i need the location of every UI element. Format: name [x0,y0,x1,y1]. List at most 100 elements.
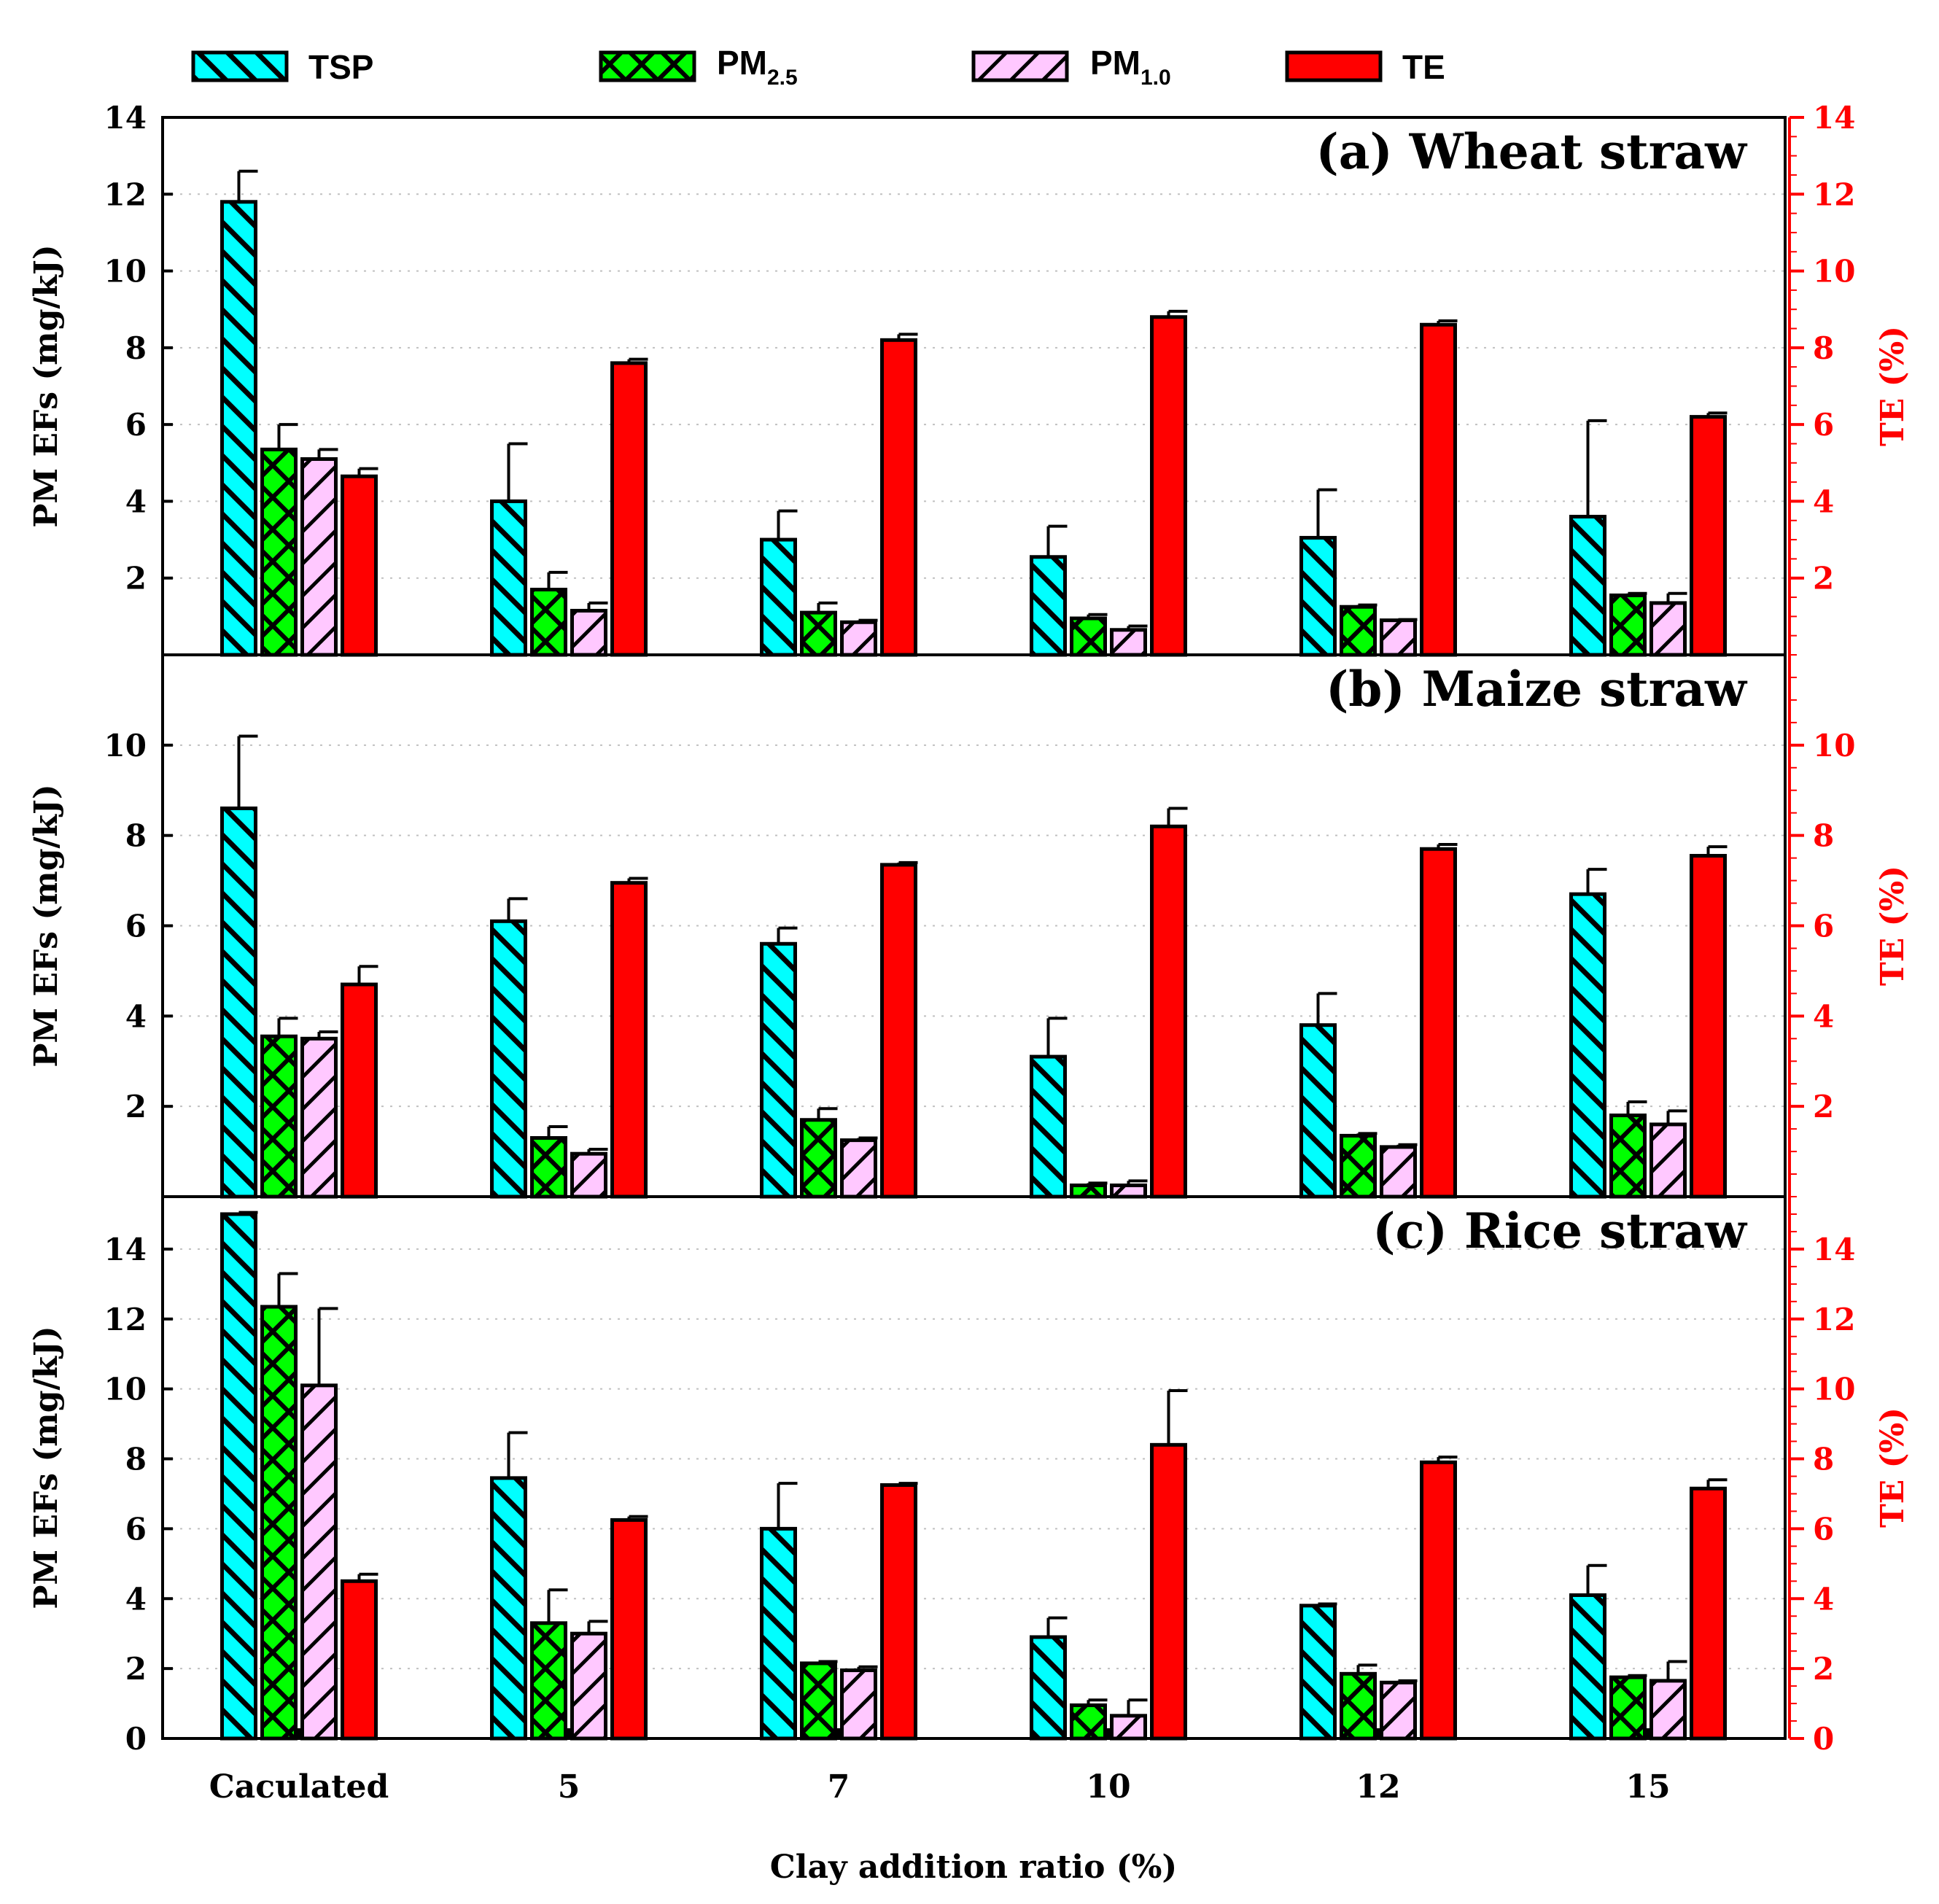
right-tick-label: 10 [1813,1372,1855,1407]
right-tick-label: 4 [1813,483,1834,519]
right-tick-label: 4 [1813,998,1834,1034]
bar-pm10 [1649,1679,1687,1741]
bar-tsp [220,807,257,1199]
bar-tsp [1030,555,1067,657]
legend-label-te: TE [1402,48,1445,86]
bar-tsp [760,537,797,657]
bar-tsp [220,200,257,657]
bar-pm25 [1070,616,1107,657]
left-tick-label: 12 [104,1302,147,1337]
left-tick-label: 6 [125,407,147,443]
bar-pm25 [1070,1184,1107,1199]
bar-te [341,982,378,1199]
bar-tsp [1030,1054,1067,1199]
panels: 2 4 6 8 10 12 14 2 4 6 8 10 12 14 PM EFs (mg/kJ) TE (%)… [28,100,1911,1757]
bar-pm10 [1380,1145,1417,1199]
legend-item-pm25: PM2.5 [599,44,798,90]
bar-pm10 [300,457,338,657]
bar-pm10 [1380,618,1417,657]
left-tick-label: 2 [125,1089,147,1124]
bar-te [610,881,648,1199]
bar-pm10 [1110,1184,1147,1199]
right-tick-label: 8 [1813,818,1834,854]
x-tick-label: Caculated [209,1768,389,1806]
bar-pm25 [530,1136,567,1199]
bar-tsp [490,499,527,657]
x-tick-label: 15 [1625,1768,1670,1806]
bar-tsp [1299,1604,1337,1741]
bar-pm25 [530,1621,567,1741]
legend-label-pm10-main: PM [1090,44,1141,82]
panel-frame [161,1195,1787,1740]
bar-tsp [1569,1593,1606,1741]
bar-pm25 [1340,1671,1377,1741]
left-tick-label: 4 [125,998,147,1034]
left-tick-label: 8 [125,1442,147,1477]
panel-frame [161,116,1787,656]
bar-tsp [760,941,797,1199]
bar-pm10 [570,608,607,657]
x-tick-label: 5 [558,1768,580,1806]
bar-te [1690,415,1727,657]
left-tick-label: 10 [104,728,147,763]
left-tick-label: 14 [104,1232,147,1267]
bar-pm25 [800,610,837,657]
bar-pm25 [1340,1133,1377,1199]
right-tick-label: 4 [1813,1581,1834,1617]
x-tick-label: 7 [828,1768,850,1806]
right-tick-label: 10 [1813,254,1855,290]
bar-tsp [490,1476,527,1741]
right-tick-label: 10 [1813,728,1855,763]
bar-tsp [1299,1023,1337,1199]
bar-pm25 [260,1305,298,1741]
bar-pm10 [840,620,877,657]
legend-label-pm10: PM1.0 [1090,44,1171,90]
bar-te [1420,1460,1457,1741]
bar-pm25 [1609,1114,1647,1199]
bar-pm25 [1609,593,1647,657]
x-axis-categories: Caculated 5 7 10 12 15 [209,1728,1671,1806]
bar-pm25 [1340,605,1377,657]
right-axis-label: TE (%) [1874,866,1911,986]
bar-tsp [760,1526,797,1741]
bar-te [1690,854,1727,1199]
left-tick-label: 8 [125,818,147,854]
bar-tsp [1569,514,1606,657]
panel-0: 2 4 6 8 10 12 14 2 4 6 8 10 12 14 PM EFs (mg/kJ) TE (%)… [28,100,1911,657]
bar-te [341,474,378,657]
left-tick-label: 6 [125,909,147,944]
bar-te [1690,1486,1727,1741]
legend-label-pm10-sub: 1.0 [1141,66,1171,90]
right-axis-label: TE (%) [1874,326,1911,446]
right-tick-label: 12 [1813,1302,1855,1337]
right-tick-label: 6 [1813,407,1834,443]
bar-tsp [1299,535,1337,657]
right-tick-label: 14 [1813,1232,1855,1267]
right-tick-label: 6 [1813,909,1834,944]
legend-item-pm10: PM1.0 [971,44,1171,90]
bar-tsp [220,1212,257,1741]
legend-item-te: TE [1285,48,1445,86]
bar-tsp [1030,1635,1067,1741]
left-axis-label: PM EFs (mg/kJ) [28,1326,65,1609]
left-tick-label: 10 [104,254,147,290]
legend-swatch-pm10 [971,50,1069,82]
bar-pm25 [800,1118,837,1199]
left-tick-label: 2 [125,1651,147,1687]
bar-tsp [1569,892,1606,1199]
bar-pm25 [800,1661,837,1741]
panel-title: (a) Wheat straw [1316,123,1748,180]
bar-te [610,1518,648,1741]
bar-pm25 [1609,1675,1647,1741]
x-tick-label: 10 [1086,1768,1130,1806]
bar-pm25 [1070,1703,1107,1741]
right-tick-label: 14 [1813,100,1855,136]
left-tick-label: 2 [125,561,147,597]
legend-swatch-te [1285,50,1383,82]
legend-item-tsp: TSP [191,48,373,86]
left-tick-label: 6 [125,1511,147,1547]
bar-te [1420,847,1457,1199]
bar-te [1150,315,1187,657]
left-tick-label: 4 [125,483,147,519]
